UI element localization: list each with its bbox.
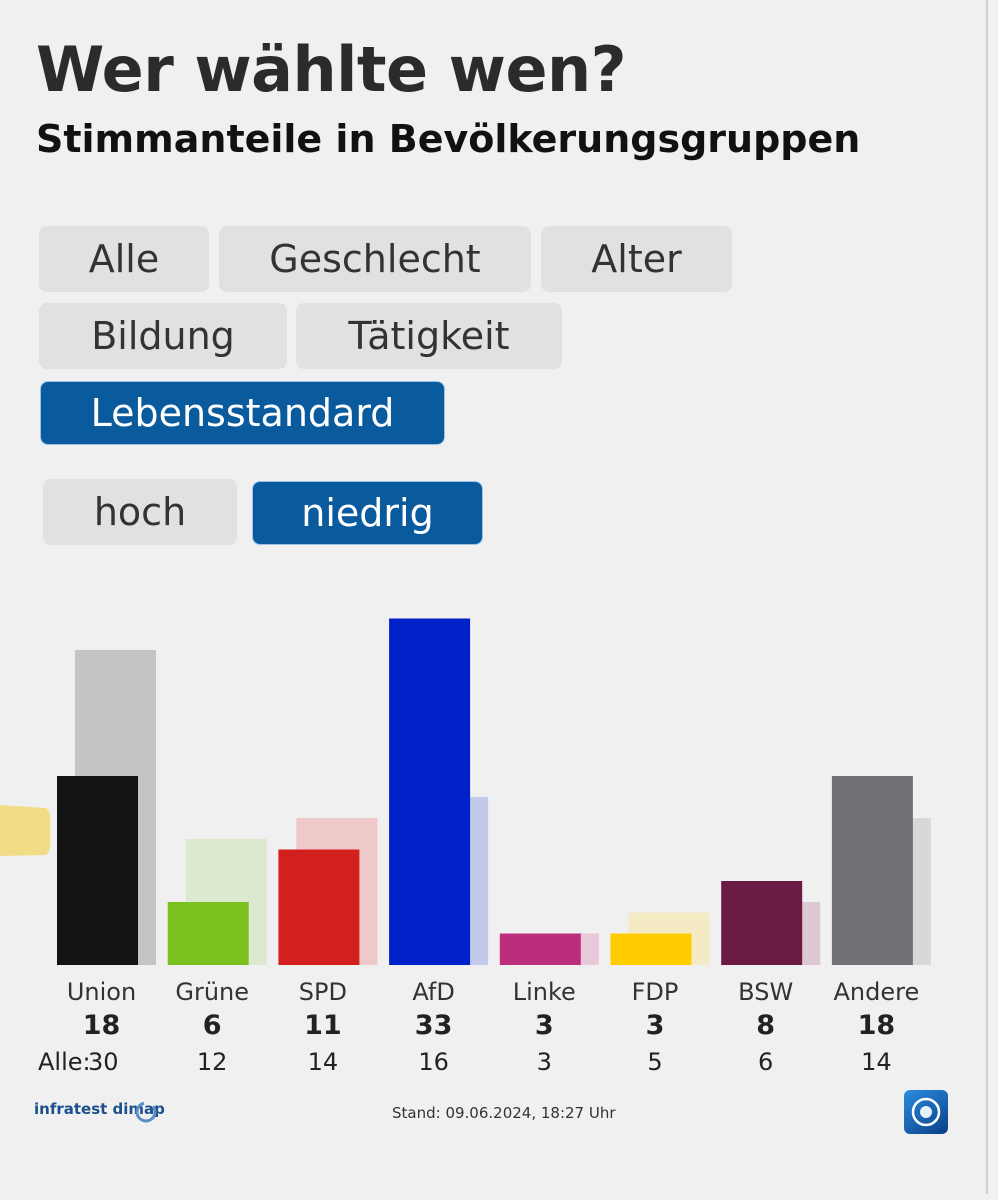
bar-union[interactable] — [57, 776, 138, 965]
page-subtitle: Stimmanteile in Bevölkerungsgruppen — [36, 117, 861, 161]
alle-value-spd: 14 — [307, 1048, 339, 1076]
option-hoch-button[interactable]: hoch — [43, 479, 237, 545]
value-label-afd: 33 — [414, 1010, 453, 1041]
filter-bildung-button[interactable]: Bildung — [39, 303, 287, 369]
category-label-afd: AfD — [412, 978, 455, 1006]
value-label-linke: 3 — [534, 1010, 554, 1041]
bar-afd[interactable] — [389, 618, 471, 966]
bar-fdp[interactable] — [610, 933, 692, 966]
filter-lebensstandard-button[interactable]: Lebensstandard — [40, 381, 445, 445]
alle-value-linke: 3 — [536, 1048, 552, 1076]
source-label: infratest dimap — [34, 1100, 165, 1118]
alle-value-union: 30 — [88, 1048, 119, 1076]
filter-geschlecht-button[interactable]: Geschlecht — [219, 226, 531, 292]
bar-spd[interactable] — [278, 849, 360, 966]
bar-bsw[interactable] — [721, 881, 803, 965]
timestamp-label: Stand: 09.06.2024, 18:27 Uhr — [392, 1104, 616, 1122]
category-label-gruene: Grüne — [175, 978, 250, 1006]
alle-value-gruene: 12 — [196, 1048, 228, 1076]
option-niedrig-button[interactable]: niedrig — [252, 481, 483, 545]
category-label-fdp: FDP — [631, 978, 679, 1006]
alle-value-andere: 14 — [861, 1048, 892, 1076]
filter-taetigkeit-button[interactable]: Tätigkeit — [296, 303, 562, 369]
category-label-bsw: BSW — [738, 978, 794, 1006]
category-label-andere: Andere — [833, 978, 920, 1006]
category-label-spd: SPD — [298, 978, 347, 1006]
bar-linke[interactable] — [499, 933, 581, 966]
bar-andere[interactable] — [831, 776, 913, 965]
tagesschau-logo-icon — [904, 1090, 948, 1134]
alle-value-afd: 16 — [418, 1048, 449, 1076]
page-title: Wer wählte wen? — [36, 33, 627, 106]
value-label-fdp: 3 — [645, 1010, 665, 1041]
alle-value-bsw: 6 — [758, 1048, 774, 1076]
bar-chart — [0, 618, 931, 966]
filter-alle-button[interactable]: Alle — [39, 226, 209, 292]
category-label-linke: Linke — [512, 978, 576, 1006]
category-label-union: Union — [66, 978, 137, 1006]
partial-offscreen-marker — [0, 805, 51, 856]
value-label-union: 18 — [82, 1010, 121, 1041]
value-label-spd: 11 — [304, 1010, 342, 1041]
value-label-bsw: 8 — [756, 1010, 776, 1041]
alle-row-label: Alle: — [38, 1048, 91, 1076]
value-label-andere: 18 — [857, 1010, 896, 1041]
alle-value-fdp: 5 — [647, 1048, 663, 1076]
bar-gruene[interactable] — [167, 902, 249, 965]
infratest-logo-icon — [135, 1101, 157, 1123]
filter-alter-button[interactable]: Alter — [541, 226, 732, 292]
value-label-gruene: 6 — [202, 1010, 222, 1041]
